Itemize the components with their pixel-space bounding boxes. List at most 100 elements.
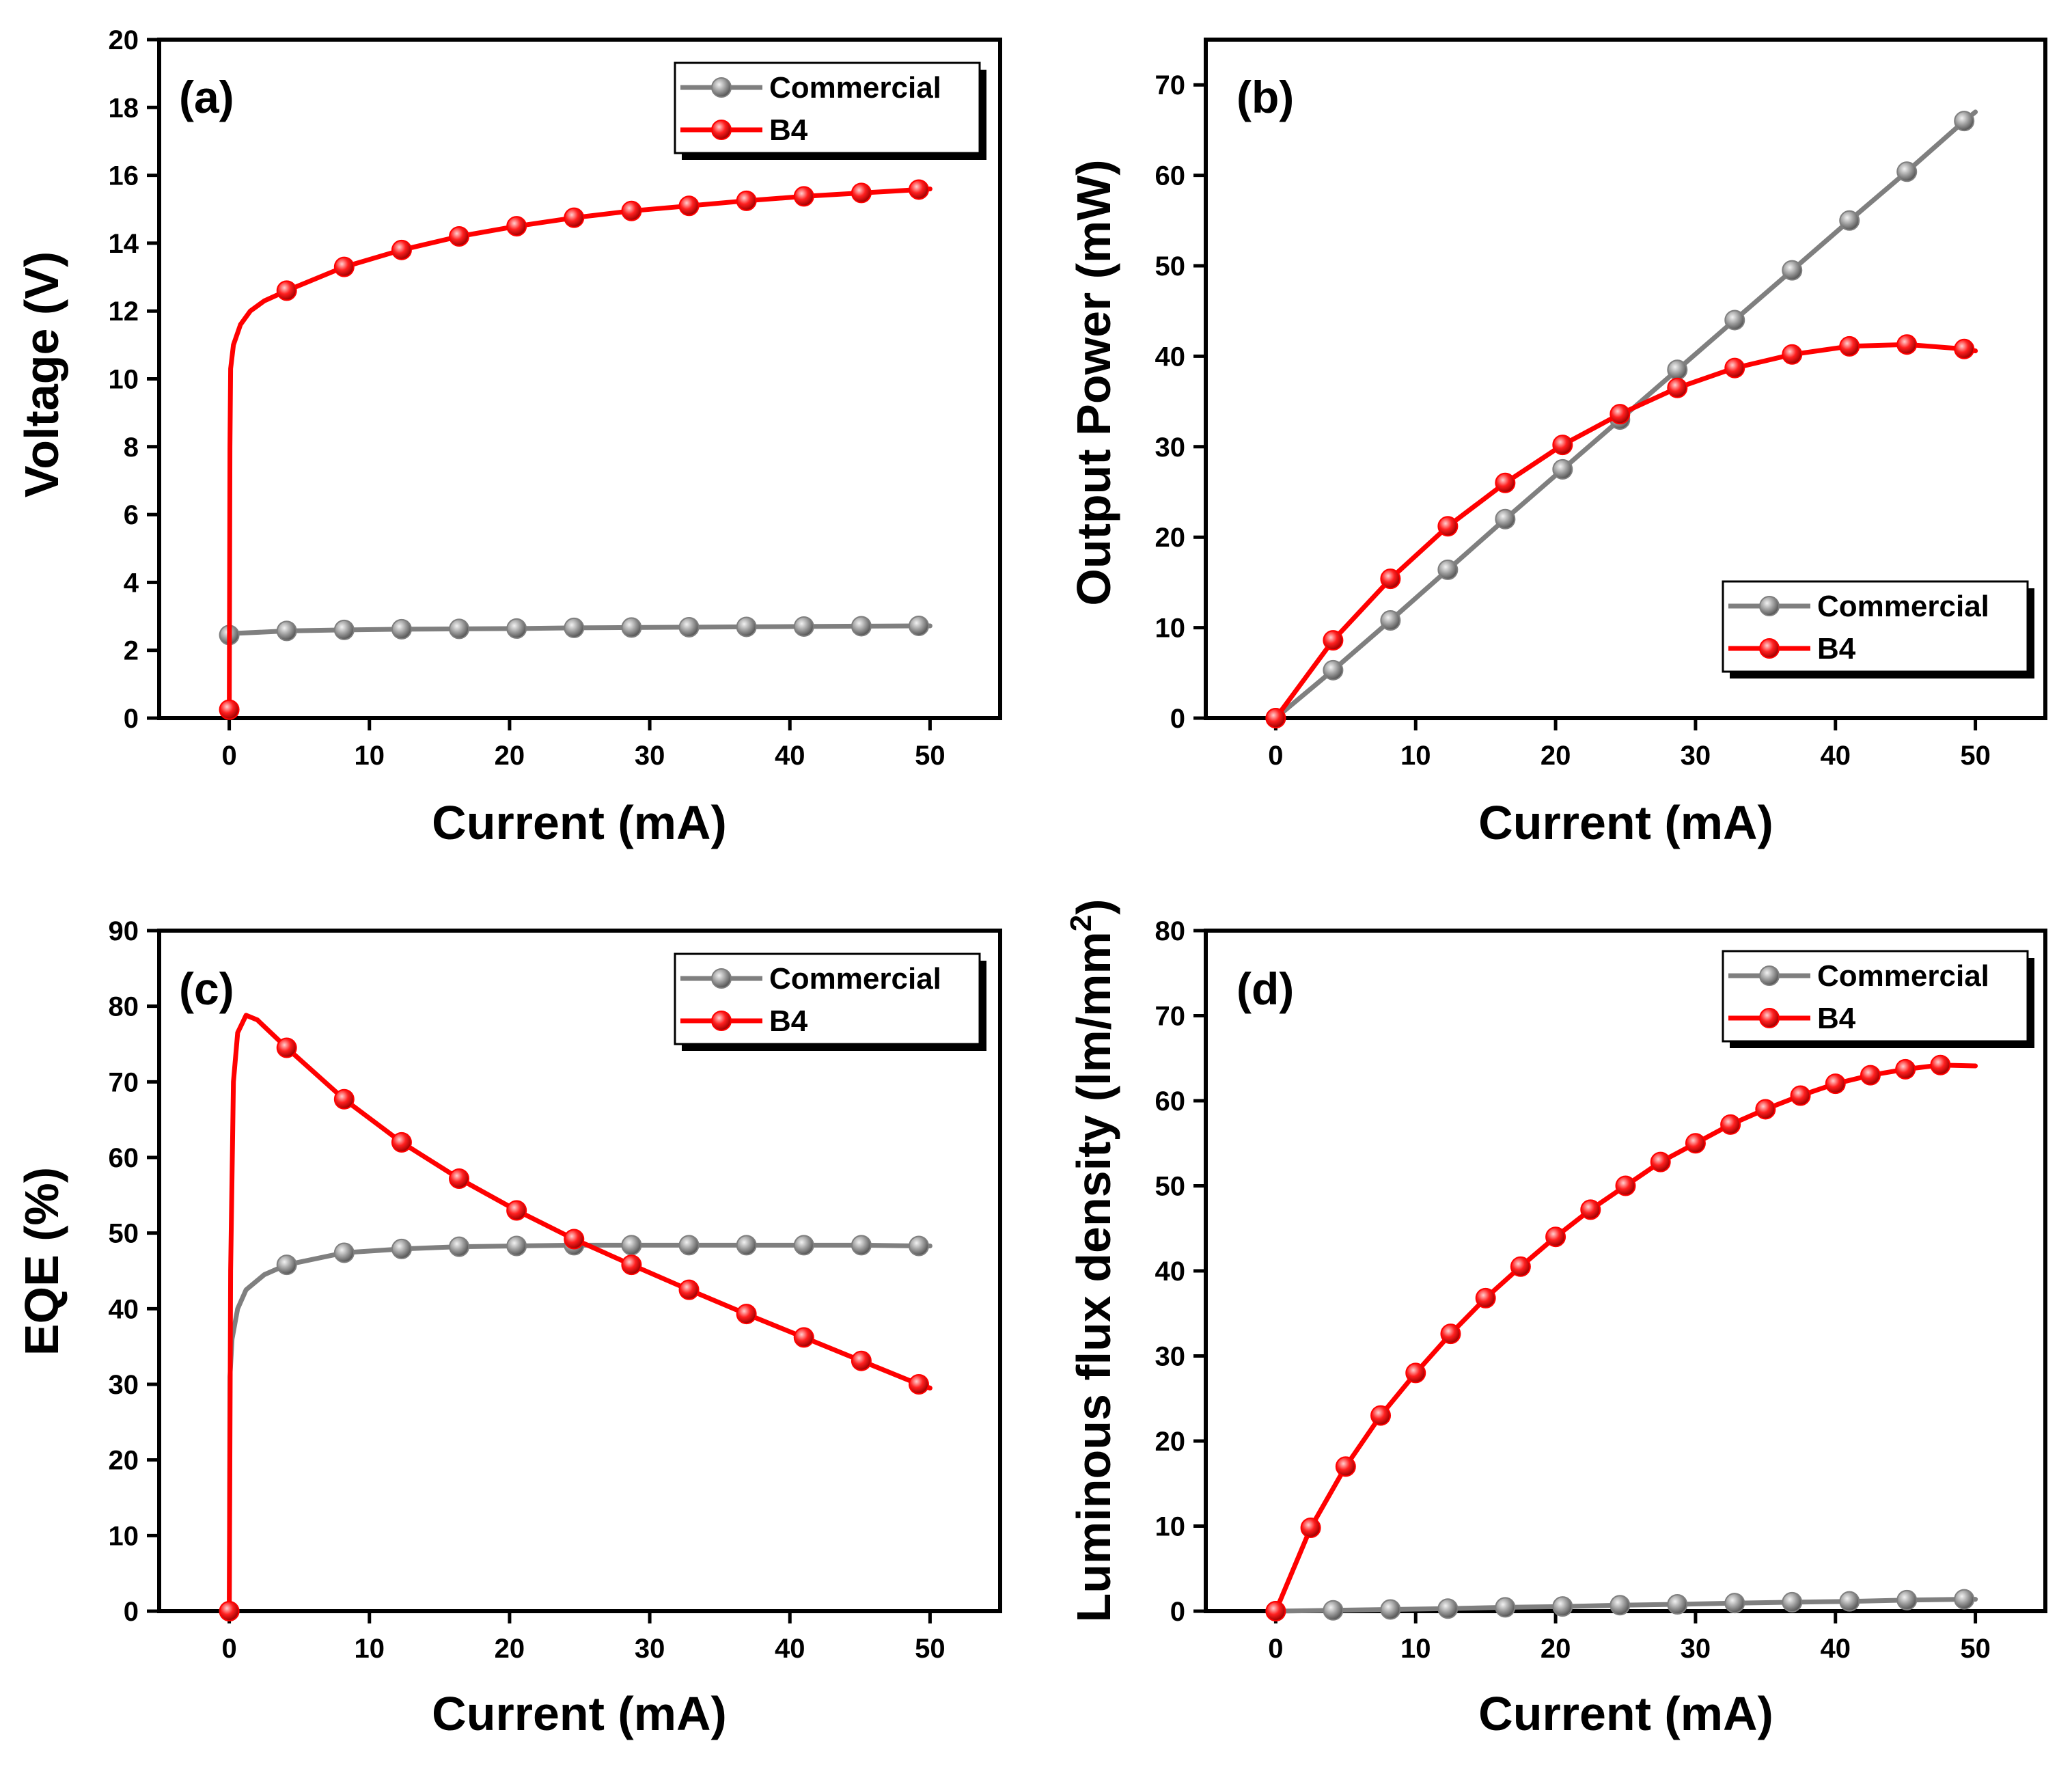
data-point-b4 bbox=[851, 182, 872, 204]
x-tick-label: 50 bbox=[915, 741, 945, 771]
data-point-commercial bbox=[1724, 310, 1745, 331]
data-point-commercial bbox=[621, 1235, 642, 1256]
y-tick-label: 14 bbox=[109, 229, 139, 259]
legend-label-commercial: Commercial bbox=[769, 71, 941, 105]
legend-a: Commercial B4 bbox=[674, 61, 986, 160]
y-tick-label: 16 bbox=[109, 161, 139, 191]
data-point-b4 bbox=[909, 179, 930, 200]
series-line-b4 bbox=[227, 1013, 933, 1614]
y-tick-label: 10 bbox=[1155, 614, 1186, 644]
data-point-b4 bbox=[1667, 377, 1688, 398]
panel-a-xlabel: Current (mA) bbox=[432, 796, 727, 849]
data-point-b4 bbox=[506, 1200, 527, 1221]
data-point-b4 bbox=[1615, 1175, 1636, 1196]
x-tick-label: 0 bbox=[221, 1634, 236, 1664]
data-point-b4 bbox=[276, 1037, 297, 1058]
y-tick-label: 12 bbox=[109, 297, 139, 327]
legend-label-b4: B4 bbox=[769, 113, 808, 147]
x-tick-label: 20 bbox=[1541, 1634, 1571, 1664]
y-tick-label: 10 bbox=[109, 1521, 139, 1551]
data-point-commercial bbox=[1610, 1595, 1631, 1616]
x-tick-label: 10 bbox=[355, 741, 385, 771]
data-point-commercial bbox=[736, 1235, 757, 1256]
data-point-commercial bbox=[564, 617, 585, 638]
panel-c-ylabel: EQE (%) bbox=[15, 1167, 68, 1356]
data-point-b4 bbox=[1930, 1054, 1951, 1075]
data-point-b4 bbox=[391, 1132, 412, 1153]
y-tick-label: 30 bbox=[1155, 433, 1186, 463]
y-tick-label: 80 bbox=[109, 992, 139, 1022]
data-point-b4 bbox=[1405, 1362, 1426, 1384]
data-point-b4 bbox=[1300, 1517, 1321, 1538]
data-point-commercial bbox=[1323, 1600, 1344, 1621]
y-tick-label: 40 bbox=[1155, 342, 1186, 372]
y-tick-label: 50 bbox=[109, 1219, 139, 1249]
y-tick-label: 70 bbox=[109, 1067, 139, 1097]
data-point-commercial bbox=[1552, 1596, 1573, 1617]
y-tick-label: 50 bbox=[1155, 1172, 1186, 1202]
data-point-commercial bbox=[1667, 1594, 1688, 1615]
data-point-commercial bbox=[506, 1235, 527, 1257]
x-tick-label: 0 bbox=[221, 741, 236, 771]
data-point-commercial bbox=[1896, 161, 1918, 182]
data-point-b4 bbox=[678, 1279, 700, 1300]
data-point-b4 bbox=[1510, 1256, 1531, 1277]
series-line-b4 bbox=[1273, 1062, 1978, 1614]
x-tick-label: 0 bbox=[1268, 741, 1283, 771]
data-point-b4 bbox=[621, 1254, 642, 1276]
x-tick-label: 50 bbox=[1960, 741, 1991, 771]
series-line-commercial bbox=[227, 1242, 933, 1614]
data-point-b4 bbox=[1545, 1226, 1566, 1248]
data-point-commercial bbox=[1839, 210, 1860, 231]
data-point-commercial bbox=[1782, 260, 1803, 281]
data-point-commercial bbox=[449, 618, 470, 640]
y-tick-label: 8 bbox=[124, 433, 139, 463]
data-point-b4 bbox=[391, 239, 412, 260]
y-tick-label: 10 bbox=[1155, 1512, 1186, 1542]
data-point-b4 bbox=[1370, 1405, 1392, 1426]
data-point-commercial bbox=[391, 1238, 412, 1259]
y-tick-label: 6 bbox=[124, 500, 139, 530]
data-point-b4 bbox=[1782, 344, 1803, 365]
data-point-commercial bbox=[1552, 458, 1573, 480]
legend-marker-b4 bbox=[711, 120, 732, 140]
y-tick-label: 90 bbox=[109, 916, 139, 946]
legend-marker-b4 bbox=[711, 1011, 732, 1031]
panel-b: (b) Current (mA) Output Power (mW) 0 10 20… bbox=[1067, 38, 2047, 849]
legend-box bbox=[674, 952, 981, 1045]
data-point-commercial bbox=[1323, 659, 1344, 681]
data-point-commercial bbox=[506, 618, 527, 639]
panel-d-tag: (d) bbox=[1237, 963, 1294, 1014]
data-point-b4 bbox=[1896, 334, 1918, 355]
x-tick-label: 20 bbox=[495, 1634, 525, 1664]
y-tick-label: 4 bbox=[124, 568, 139, 598]
data-point-commercial bbox=[1954, 1589, 1975, 1610]
panel-a-plot: 0 10 20 30 40 50 0 2 4 6 8 10 12 14 16 18 20 Commercial B4 bbox=[109, 25, 1002, 771]
y-tick-label: 30 bbox=[1155, 1342, 1186, 1372]
data-point-commercial bbox=[1437, 1598, 1459, 1619]
data-point-commercial bbox=[1896, 1589, 1918, 1610]
y-tick-label: 40 bbox=[109, 1294, 139, 1324]
data-point-commercial bbox=[1380, 1599, 1401, 1620]
panel-d-xlabel: Current (mA) bbox=[1478, 1687, 1773, 1740]
data-point-b4 bbox=[909, 1374, 930, 1395]
data-point-b4 bbox=[678, 195, 700, 217]
x-tick-label: 40 bbox=[775, 1634, 805, 1664]
data-point-b4 bbox=[564, 207, 585, 228]
panel-a: (a) Current (mA) Voltage (V) 0 10 20 30 40 50… bbox=[15, 25, 1002, 849]
data-point-b4 bbox=[1437, 516, 1459, 537]
data-point-b4 bbox=[1265, 1601, 1286, 1621]
data-point-b4 bbox=[621, 200, 642, 221]
panel-c-frame bbox=[157, 929, 1002, 1613]
data-point-b4 bbox=[736, 1304, 757, 1325]
legend-marker-commercial bbox=[711, 968, 732, 989]
panel-d: (d) Current (mA) Luminous flux density (… bbox=[1064, 899, 2047, 1740]
panel-c: (c) Current (mA) EQE (%) 0 10 20 30 40 50 0 10 2… bbox=[15, 916, 1002, 1740]
x-tick-label: 0 bbox=[1268, 1634, 1283, 1664]
x-tick-label: 30 bbox=[635, 741, 665, 771]
x-tick-label: 10 bbox=[355, 1634, 385, 1664]
data-point-commercial bbox=[276, 1254, 297, 1276]
data-point-b4 bbox=[1724, 357, 1745, 379]
y-tick-label: 70 bbox=[1155, 1002, 1186, 1032]
